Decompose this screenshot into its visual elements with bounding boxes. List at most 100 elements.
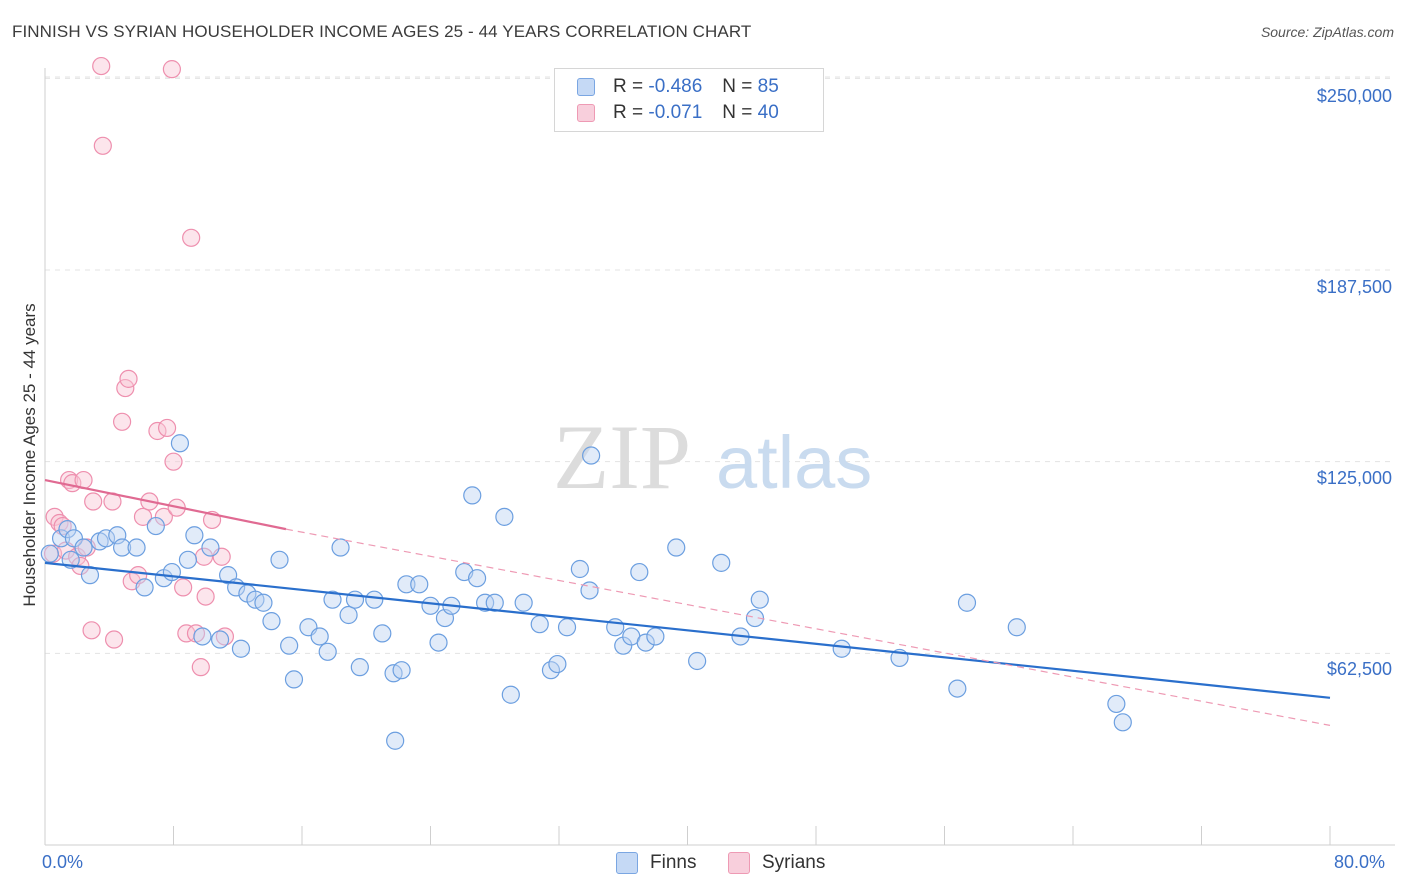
finns-point	[582, 446, 601, 465]
n-label: N =	[722, 102, 753, 123]
n-value: 85	[757, 76, 779, 97]
finns-point	[580, 581, 599, 600]
finns-point	[646, 627, 665, 646]
finns-point	[386, 731, 405, 750]
finns-point	[254, 593, 273, 612]
finns-point	[745, 608, 765, 628]
r-value: -0.071	[648, 102, 703, 123]
finns-point	[712, 553, 731, 572]
finns-point	[350, 658, 369, 677]
syrians-point	[112, 412, 132, 431]
finns-point	[548, 654, 567, 674]
finns-point	[667, 538, 686, 557]
finns-point	[832, 639, 851, 658]
finns-point	[557, 618, 577, 637]
legend-label-syrians: Syrians	[762, 852, 826, 873]
finns-point	[318, 642, 337, 661]
finns-point	[64, 529, 84, 548]
syrians-point	[93, 136, 112, 155]
chart-title: FINNISH VS SYRIAN HOUSEHOLDER INCOME AGE…	[12, 22, 752, 41]
finns-swatch	[577, 78, 595, 96]
syrians-point	[84, 492, 103, 511]
finns-point	[1113, 713, 1132, 732]
syrians-point	[196, 587, 215, 606]
finns-point	[636, 633, 655, 652]
correlation-legend: R = -0.486 N = 85 R = -0.071 N = 40	[554, 68, 824, 132]
finns-point	[162, 562, 181, 582]
finns-point	[185, 526, 204, 545]
syrians-point	[182, 228, 201, 247]
watermark-atlas: atlas	[716, 421, 872, 504]
finns-point	[410, 575, 429, 594]
finns-point	[957, 593, 977, 612]
legend-label-finns: Finns	[650, 852, 697, 873]
finns-point	[135, 578, 154, 597]
syrians-point	[82, 621, 101, 640]
y-axis-label: Householder Income Ages 25 - 44 years	[20, 303, 39, 607]
finns-point	[501, 685, 520, 704]
finns-point	[530, 615, 549, 634]
finns-point	[201, 538, 220, 557]
finns-point	[688, 651, 707, 671]
legend-row-syrians: R = -0.071 N = 40	[577, 101, 779, 125]
finns-point	[514, 593, 533, 612]
finns-point	[331, 538, 350, 557]
syrians-swatch	[577, 104, 595, 122]
watermark: ZIP atlas	[553, 406, 872, 508]
finns-point	[310, 627, 329, 646]
finns-point	[476, 593, 495, 612]
syrians-point	[157, 418, 177, 438]
syrians-point	[133, 507, 153, 526]
trend-lines	[44, 478, 1331, 726]
r-label: R =	[613, 102, 644, 123]
finns-swatch	[616, 852, 638, 874]
syrians-point	[215, 627, 234, 646]
finns-point	[365, 590, 384, 609]
finns-point	[1007, 618, 1026, 637]
y-tick-label: $125,000	[1316, 468, 1392, 488]
finns-point	[495, 507, 514, 526]
x-tick-label-min: 0.0%	[42, 852, 84, 872]
syrians-point	[162, 60, 181, 79]
finns-point	[270, 550, 289, 569]
y-tick-label: $250,000	[1316, 86, 1392, 106]
finns-point	[231, 639, 251, 658]
legend-item-finns: Finns	[616, 852, 696, 874]
finns-point	[750, 590, 769, 609]
finns-point	[112, 538, 132, 557]
finns-point	[467, 569, 487, 588]
finns-point	[146, 516, 165, 536]
finns-trend-line	[44, 561, 1331, 699]
finns-point	[58, 520, 77, 539]
finns-point	[630, 562, 649, 582]
syrians-point	[164, 452, 183, 471]
finns-point	[284, 670, 304, 689]
finns-point	[373, 624, 392, 643]
finns-point	[570, 559, 589, 579]
finns-point	[210, 630, 230, 649]
y-tick-label: $187,500	[1316, 277, 1392, 297]
finns-point	[40, 544, 59, 563]
syrians-point	[119, 369, 138, 388]
finns-point	[463, 486, 482, 505]
finns-point	[429, 633, 448, 652]
finns-point	[178, 550, 198, 569]
finns-point	[1107, 694, 1126, 714]
finns-point	[193, 627, 212, 646]
finns-point	[485, 593, 504, 612]
finns-point	[262, 612, 281, 631]
syrians-point	[191, 658, 210, 677]
finns-point	[421, 596, 440, 615]
legend-row-finns: R = -0.486 N = 85	[577, 75, 779, 99]
finns-point	[948, 679, 967, 698]
y-tick-label: $62,500	[1326, 659, 1392, 679]
syrians-trend-line	[44, 478, 287, 531]
finns-point	[96, 529, 116, 548]
finns-point	[323, 590, 342, 609]
finns-point	[51, 529, 71, 548]
finns-point	[397, 575, 416, 594]
legend-item-syrians: Syrians	[728, 852, 825, 874]
finns-points	[40, 434, 1132, 750]
finns-point	[280, 636, 299, 655]
syrians-swatch	[728, 852, 750, 874]
